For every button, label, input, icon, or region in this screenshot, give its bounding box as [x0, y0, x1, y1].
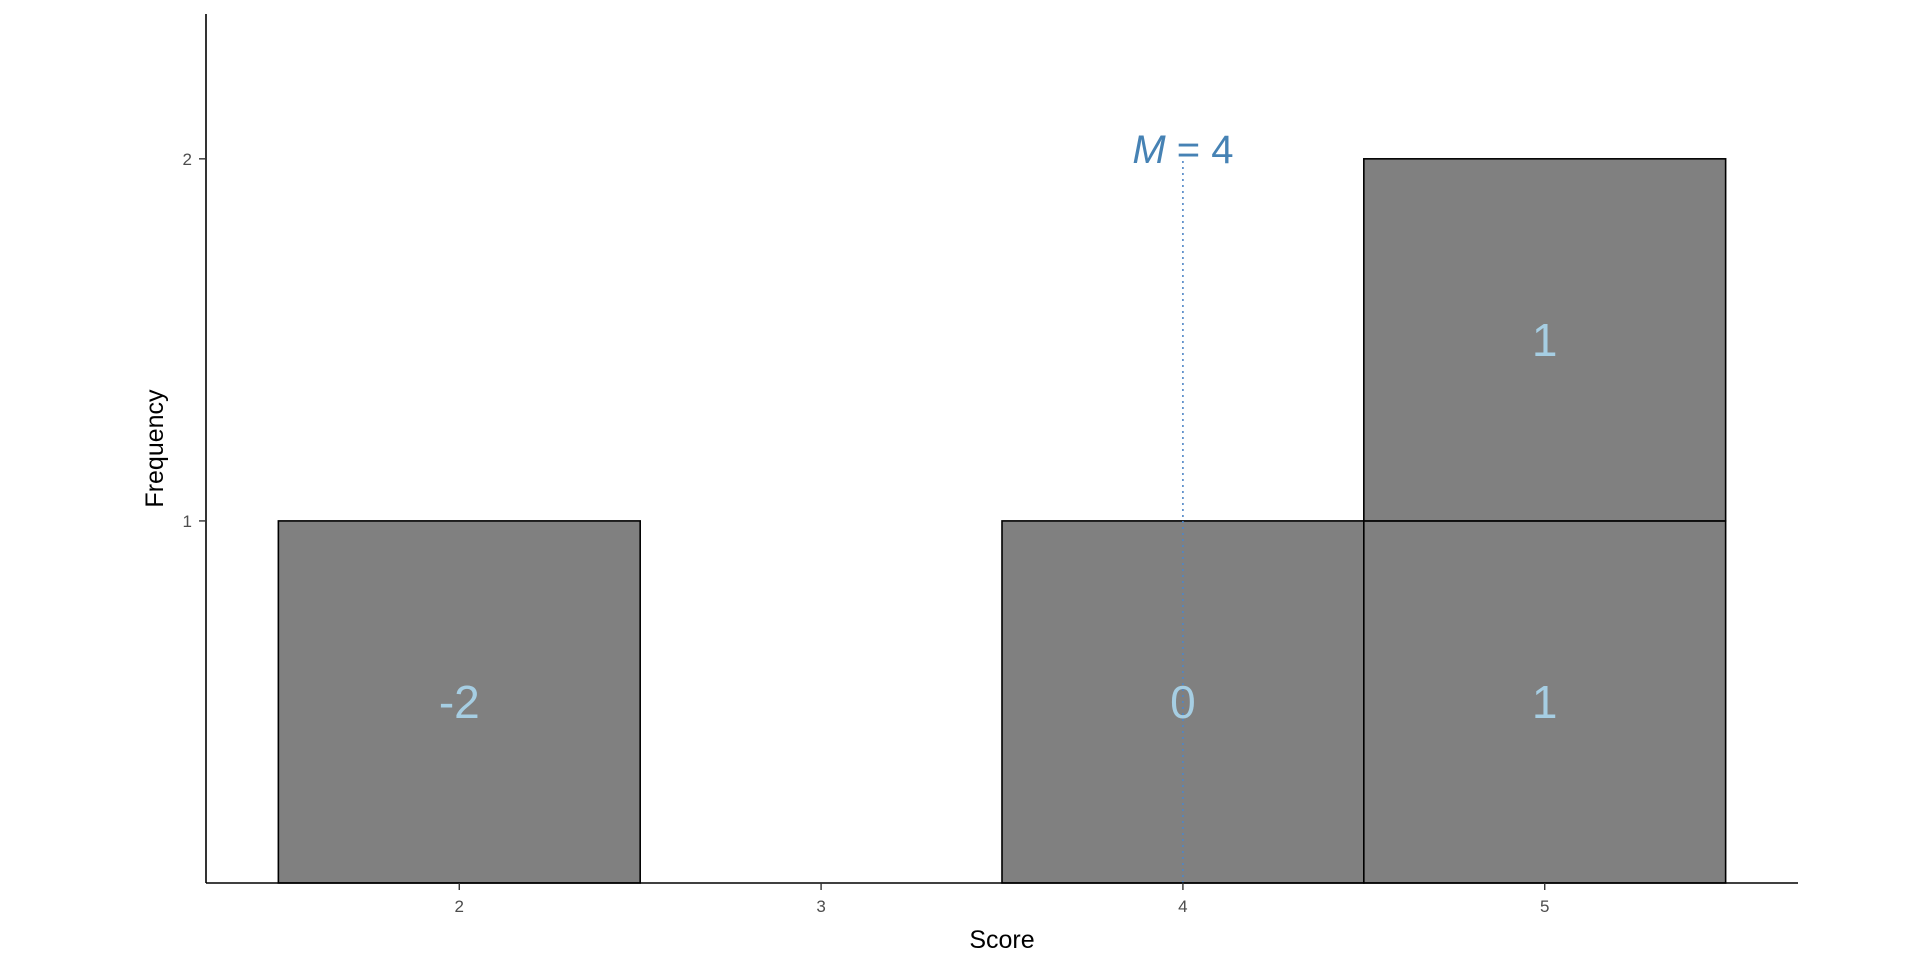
x-tick-label: 2 [455, 897, 464, 916]
histogram-block [277, 520, 641, 884]
y-tick-label: 2 [183, 150, 192, 169]
y-axis-ticks: 12 [183, 150, 206, 531]
mean-label-equals: = [1166, 128, 1212, 172]
block-deviation-label: 1 [1532, 314, 1558, 366]
histogram-block [1363, 520, 1727, 884]
x-axis-ticks: 2 3 4 5 [455, 883, 1549, 916]
mean-label-value: 4 [1211, 128, 1233, 172]
block-deviation-label: 1 [1532, 676, 1558, 728]
x-axis-title: Score [969, 926, 1034, 954]
x-tick-label: 5 [1540, 897, 1549, 916]
histogram-blocks: -2 0 11 [277, 158, 1727, 884]
y-tick-label: 1 [183, 512, 192, 531]
x-tick-label: 3 [816, 897, 825, 916]
y-axis-title: Frequency [141, 389, 169, 508]
histogram-block [1363, 158, 1727, 522]
block-deviation-label: -2 [439, 676, 480, 728]
mean-label: M = 4 [1132, 128, 1233, 172]
x-tick-label: 4 [1178, 897, 1187, 916]
mean-label-symbol: M [1132, 128, 1166, 172]
